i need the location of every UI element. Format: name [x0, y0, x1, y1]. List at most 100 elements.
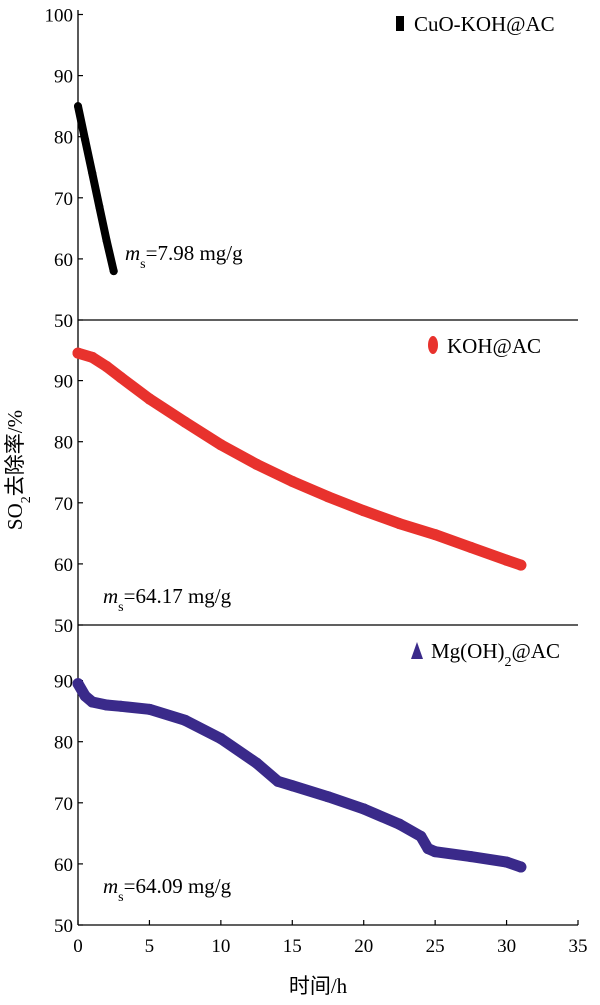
series-line-panel-1	[74, 102, 118, 276]
panel-1-y-tick-label: 100	[45, 6, 74, 27]
data-point	[143, 703, 155, 715]
data-point	[115, 372, 127, 384]
data-point	[286, 475, 298, 487]
annotation-sub: s	[118, 890, 123, 905]
legend-marker-triangle	[411, 642, 423, 659]
data-point	[109, 267, 118, 276]
annotation-panel-3: ms=64.09 mg/g	[103, 874, 232, 905]
data-point	[215, 439, 227, 451]
data-point	[393, 518, 405, 530]
data-point	[393, 818, 405, 830]
data-point	[115, 700, 127, 712]
annotation-sub: s	[118, 600, 123, 615]
data-point	[101, 699, 113, 711]
annotation-value: =64.09 mg/g	[124, 874, 232, 898]
legend-marker-square	[396, 16, 404, 31]
y-axis-title-rest: 去除率/%	[3, 410, 27, 496]
panel-1: 50 60 70 80 90 100 CuO-KOH@AC ms=7.98 mg/g	[45, 6, 578, 332]
panel-1-y-tick-label: 70	[54, 189, 73, 210]
panel-3-y-tick-label: 90	[54, 672, 73, 693]
data-point	[179, 714, 191, 726]
data-point	[74, 102, 82, 111]
x-tick-label: 5	[145, 936, 155, 957]
series-line-panel-2	[72, 347, 527, 571]
data-point	[179, 416, 191, 428]
y-axis-title-sub: 2	[19, 496, 34, 503]
panel-2-y-tick-label: 60	[54, 555, 73, 576]
panel-2-y-tick-label: 50	[54, 616, 73, 637]
data-point	[86, 696, 98, 708]
panel-2-y-tick-label: 90	[54, 372, 73, 393]
panel-2: 50 60 70 80 90 KOH@AC ms=64.17 mg/g	[54, 334, 578, 637]
x-tick-label: 30	[497, 936, 516, 957]
data-point	[358, 505, 370, 517]
panel-2-y-tick-label: 80	[54, 433, 73, 454]
legend-label: Mg(OH)2@AC	[431, 639, 560, 670]
data-point	[286, 780, 298, 792]
data-point	[143, 393, 155, 405]
panel-3-y-tick-label: 80	[54, 733, 73, 754]
data-point	[429, 529, 441, 541]
data-point	[272, 775, 284, 787]
y-axis-title-main: SO	[3, 503, 27, 530]
y-axis-title: SO2去除率/%	[3, 410, 34, 530]
panel-3-y-tick-label: 70	[54, 794, 73, 815]
annotation-m: m	[103, 874, 118, 898]
legend-panel-2: KOH@AC	[428, 334, 541, 358]
data-point	[251, 757, 263, 769]
annotation-value: =7.98 mg/g	[146, 241, 244, 265]
annotation-sub: s	[140, 257, 145, 272]
data-point	[465, 851, 477, 863]
panel-2-y-tick-label: 70	[54, 494, 73, 515]
data-point	[429, 846, 441, 858]
x-tick-label: 10	[211, 936, 230, 957]
data-point	[95, 202, 104, 211]
annotation-m: m	[125, 241, 140, 265]
x-tick-label: 0	[73, 936, 83, 957]
data-point	[88, 169, 97, 178]
legend-panel-1: CuO-KOH@AC	[396, 12, 555, 36]
annotation-panel-2: ms=64.17 mg/g	[103, 584, 232, 615]
legend-label: KOH@AC	[447, 334, 541, 358]
data-point	[215, 733, 227, 745]
legend-label-main: Mg(OH)	[431, 639, 505, 663]
panel-1-y-tick-label: 50	[54, 311, 73, 332]
data-point	[501, 554, 513, 566]
legend-label: CuO-KOH@AC	[414, 12, 555, 36]
panel-3-y-tick-label: 60	[54, 855, 73, 876]
data-point	[72, 678, 84, 690]
data-point	[501, 856, 513, 868]
data-point	[251, 458, 263, 470]
data-point	[102, 236, 111, 245]
panel-1-y-tick-label: 60	[54, 250, 73, 271]
panel-3-y-tick-label: 50	[54, 916, 73, 937]
panel-1-y-tick-label: 90	[54, 67, 73, 88]
x-tick-label: 15	[283, 936, 302, 957]
x-axis: 0 5 10 15 20 25 30 35	[73, 920, 588, 957]
x-tick-label: 35	[569, 936, 588, 957]
data-point	[515, 861, 527, 873]
annotation-value: =64.17 mg/g	[124, 584, 232, 608]
data-point	[86, 351, 98, 363]
legend-panel-3: Mg(OH)2@AC	[411, 639, 560, 670]
data-point	[465, 541, 477, 553]
legend-label-main: KOH@AC	[447, 334, 541, 358]
data-point	[101, 361, 113, 373]
x-tick-label: 20	[354, 936, 373, 957]
data-point	[322, 491, 334, 503]
data-point	[322, 791, 334, 803]
legend-label-tail: @AC	[512, 639, 561, 663]
data-point	[72, 347, 84, 359]
legend-marker-circle	[428, 336, 438, 354]
panel-3: 50 60 70 80 90 Mg(OH)2@AC ms=64.09 mg/g	[54, 639, 578, 937]
data-point	[79, 690, 91, 702]
data-point	[358, 803, 370, 815]
data-point	[415, 830, 427, 842]
annotation-panel-1: ms=7.98 mg/g	[125, 241, 243, 272]
x-axis-title: 时间/h	[289, 974, 348, 998]
legend-label-main: CuO-KOH@AC	[414, 12, 555, 36]
data-point	[515, 559, 527, 571]
